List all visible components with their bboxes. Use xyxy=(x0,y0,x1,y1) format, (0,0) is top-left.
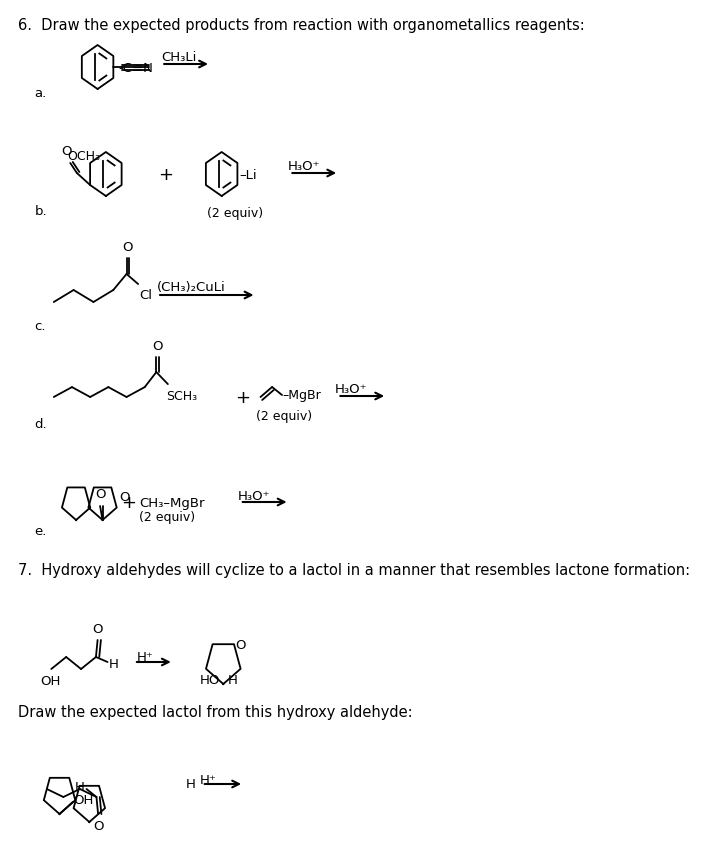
Text: OCH₃: OCH₃ xyxy=(67,150,100,163)
Text: +: + xyxy=(121,493,136,511)
Text: a.: a. xyxy=(35,87,47,100)
Text: Draw the expected lactol from this hydroxy aldehyde:: Draw the expected lactol from this hydro… xyxy=(18,704,413,719)
Text: +: + xyxy=(235,389,250,406)
Text: O: O xyxy=(93,819,103,832)
Text: CH₃–MgBr: CH₃–MgBr xyxy=(139,497,204,509)
Text: 6.  Draw the expected products from reaction with organometallics reagents:: 6. Draw the expected products from react… xyxy=(18,18,585,33)
Text: H: H xyxy=(186,777,196,790)
Text: H: H xyxy=(75,780,85,793)
Text: -C≡N: -C≡N xyxy=(119,61,153,74)
Text: (CH₃)₂CuLi: (CH₃)₂CuLi xyxy=(157,280,226,294)
Text: 7.  Hydroxy aldehydes will cyclize to a lactol in a manner that resembles lacton: 7. Hydroxy aldehydes will cyclize to a l… xyxy=(18,562,691,578)
Text: (2 equiv): (2 equiv) xyxy=(139,510,195,523)
Text: H: H xyxy=(228,673,237,686)
Text: OH: OH xyxy=(73,793,94,807)
Text: H: H xyxy=(108,657,119,670)
Text: OH: OH xyxy=(41,674,61,688)
Text: O: O xyxy=(92,622,103,636)
Text: O: O xyxy=(61,145,71,158)
Text: e.: e. xyxy=(35,524,47,538)
Text: H₃O⁺: H₃O⁺ xyxy=(288,160,321,173)
Text: +: + xyxy=(158,166,173,184)
Text: O: O xyxy=(152,340,162,353)
Text: H₃O⁺: H₃O⁺ xyxy=(237,489,270,503)
Text: H⁺: H⁺ xyxy=(137,650,153,663)
Text: O: O xyxy=(119,491,129,504)
Text: H₃O⁺: H₃O⁺ xyxy=(335,383,367,395)
Text: d.: d. xyxy=(35,417,47,430)
Text: O: O xyxy=(122,241,132,254)
Text: b.: b. xyxy=(35,204,47,218)
Text: SCH₃: SCH₃ xyxy=(166,389,197,403)
Text: O: O xyxy=(96,487,106,500)
Text: (2 equiv): (2 equiv) xyxy=(257,410,313,423)
Text: –MgBr: –MgBr xyxy=(282,389,321,402)
Text: CH₃Li: CH₃Li xyxy=(161,51,196,64)
Text: H⁺: H⁺ xyxy=(199,773,216,786)
Text: c.: c. xyxy=(35,320,47,332)
Text: O: O xyxy=(236,638,246,651)
Text: (2 equiv): (2 equiv) xyxy=(206,207,263,220)
Text: Cl: Cl xyxy=(139,289,152,302)
Text: HO: HO xyxy=(200,673,220,686)
Text: –Li: –Li xyxy=(239,169,257,181)
